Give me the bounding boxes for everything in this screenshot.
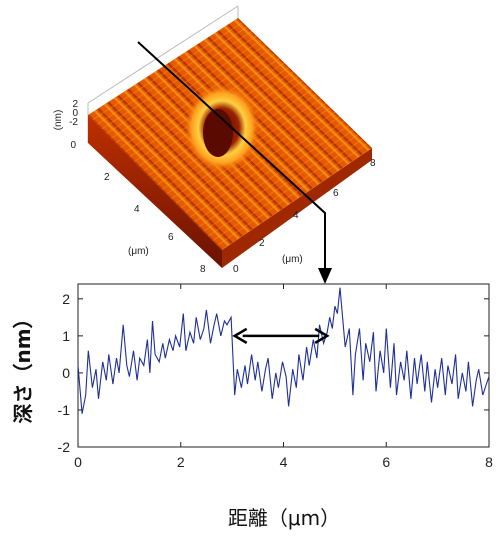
surface-ripple	[110, 99, 247, 235]
annotations	[232, 327, 330, 344]
surface-ripple	[193, 45, 330, 179]
surface-ripple	[213, 32, 350, 165]
x-tick-label: 0	[74, 454, 82, 470]
cross-section-arrowhead	[318, 268, 332, 284]
surface-side-left	[88, 115, 222, 268]
surface-ripple-cross	[180, 107, 331, 209]
surface-base-tick: 0	[70, 140, 76, 151]
surface-ripple-cross	[207, 134, 359, 237]
y-tick-label: -2	[58, 439, 71, 455]
surface-right-axis-label: (μm)	[282, 254, 303, 265]
width-arrow-head-left	[232, 327, 248, 344]
surface-left-tick-2: 2	[104, 172, 110, 183]
surface-ripple-cross	[189, 116, 340, 218]
surface-ripple	[88, 114, 223, 250]
surface-right-tick-8: 8	[370, 158, 376, 169]
surface-ripple-cross	[203, 129, 354, 232]
surface-ripple	[200, 40, 337, 174]
profile-line	[77, 287, 490, 414]
surface-ripple	[220, 27, 357, 161]
y-tick-label: 0	[62, 365, 70, 381]
surface-ripple	[233, 19, 370, 152]
surface-ripple-cross	[221, 147, 372, 250]
surface-ripple-cross	[106, 35, 257, 135]
surface-ripple	[113, 96, 250, 233]
surface-side-right	[222, 148, 372, 268]
surface-ripple	[190, 47, 327, 181]
surface-ripple	[90, 112, 227, 249]
surface-ripple	[93, 109, 230, 247]
surface-z-tick-0: 0	[72, 108, 78, 119]
surface-ripple-cross	[198, 125, 350, 228]
surface-ripple-cross	[96, 26, 248, 125]
surface-ripple-cross	[184, 111, 336, 214]
surface-ripple	[230, 21, 367, 154]
surface-ripple	[100, 105, 237, 242]
surface-ripple-cross	[115, 44, 266, 144]
surface-ripple	[97, 107, 233, 244]
surface-ripple-cross	[110, 39, 262, 139]
surface-ripple	[223, 25, 360, 158]
surface-right-tick-6: 6	[333, 188, 339, 199]
profile-chart: -2 -1 0 1 2 0 2 4 6 8 深さ（nm） 距離（μm）	[11, 283, 493, 530]
cross-section-line	[137, 41, 326, 270]
x-tick-label: 4	[280, 454, 288, 470]
surface-left-tick-4: 4	[134, 204, 140, 215]
y-axis-label: 深さ（nm）	[11, 308, 35, 423]
surface-ripple	[103, 103, 240, 240]
surface-left-tick-6: 6	[168, 232, 174, 243]
surface-right-tick-4: 4	[293, 210, 299, 221]
surface-ripple	[210, 34, 347, 167]
surface-ripple	[227, 23, 363, 156]
y-axis: -2 -1 0 1 2	[58, 291, 489, 455]
surface-ripple	[217, 30, 353, 163]
surface-ripple-cross	[101, 31, 253, 130]
surface-ripple-cross	[88, 18, 239, 116]
surface-right-tick-2: 2	[259, 238, 265, 249]
width-arrow-head-right	[314, 327, 330, 344]
surface-z-label: (nm)	[53, 110, 64, 131]
surface-ripple	[207, 36, 343, 170]
surface-ripple	[123, 90, 260, 226]
x-axis: 0 2 4 6 8	[74, 284, 493, 470]
surface-ripple	[107, 101, 243, 238]
surface-ripple	[120, 92, 257, 229]
surface-left-axis-label: (μm)	[128, 246, 149, 257]
surface-ripple-cross	[217, 143, 368, 246]
y-tick-label: 2	[62, 291, 70, 307]
surface-3d-plot: (nm) 2 0 -2 0 2 4 6 8 (μm) 0 2 4 6 8 (μm…	[53, 5, 376, 284]
surface-ripple-cross	[212, 138, 364, 242]
surface-ripple	[203, 38, 340, 172]
surface-left-tick-8: 8	[200, 264, 206, 275]
surface-right-tick-0: 0	[233, 264, 239, 275]
x-tick-label: 2	[177, 454, 185, 470]
x-axis-label: 距離（μm）	[228, 506, 340, 530]
surface-ripple	[197, 43, 333, 176]
surface-ripple-cross	[193, 120, 345, 223]
surface-z-tick--2: -2	[69, 117, 78, 128]
x-tick-label: 8	[485, 454, 493, 470]
surface-ripple-cross	[92, 22, 243, 121]
surface-z-tick-2: 2	[72, 99, 78, 110]
y-tick-label: 1	[62, 328, 70, 344]
y-tick-label: -1	[58, 402, 71, 418]
surface-ripple	[117, 94, 253, 231]
x-tick-label: 6	[382, 454, 390, 470]
